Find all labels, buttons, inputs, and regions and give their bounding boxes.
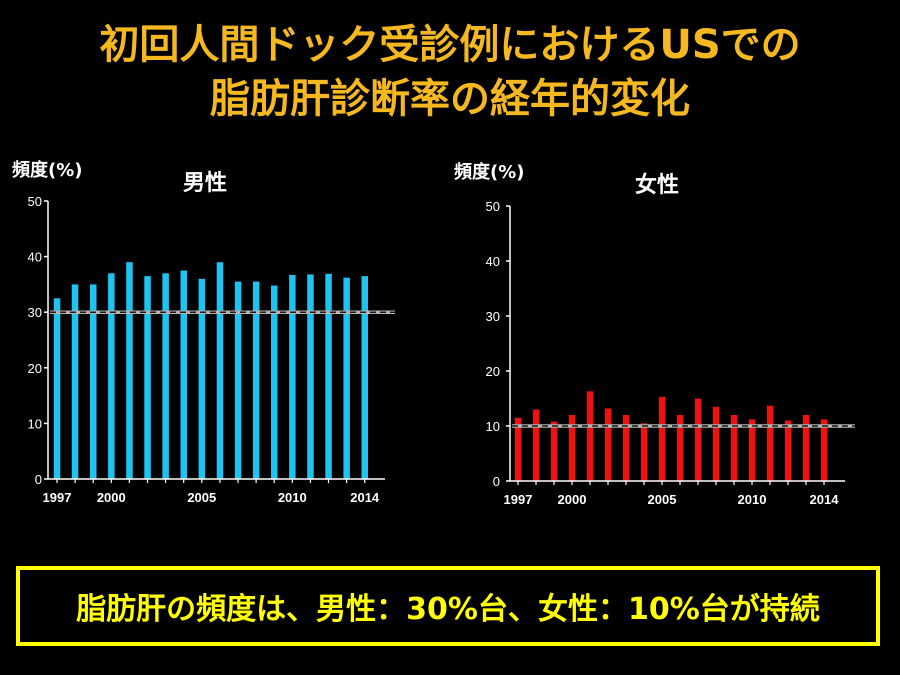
bar (532, 409, 540, 481)
y-tick-label: 20 (28, 361, 42, 376)
bar (784, 420, 792, 481)
x-tick-label: 2000 (97, 490, 126, 505)
y-tick-label: 20 (486, 364, 500, 379)
bar (586, 391, 594, 481)
x-tick-label: 2005 (187, 490, 216, 505)
page-title-line-1: 初回人間ドック受診例におけるUSでの (99, 22, 801, 68)
bar (325, 273, 332, 479)
summary-box: 脂肪肝の頻度は、男性：30%台、女性：10%台が持続 (16, 566, 880, 646)
bar (640, 423, 648, 482)
bar (604, 408, 612, 481)
summary-text: 脂肪肝の頻度は、男性：30%台、女性：10%台が持続 (76, 592, 820, 627)
bar (216, 262, 224, 479)
bar (162, 273, 169, 479)
bar (71, 284, 79, 479)
bar (307, 274, 314, 479)
bar (289, 274, 296, 479)
female-chart: 女性 頻度(%) 0 10 20 30 40 50 1997 2000 2005 2010 2014 (454, 161, 855, 507)
bar (198, 278, 206, 479)
bar (108, 273, 115, 479)
y-tick-label: 30 (28, 305, 42, 320)
x-tick-label: 2014 (810, 492, 840, 507)
y-tick-label: 40 (28, 250, 42, 265)
bar (802, 415, 810, 481)
bar (90, 284, 97, 479)
y-tick-label: 50 (28, 194, 42, 209)
bar (53, 298, 61, 479)
y-tick-label: 10 (486, 419, 500, 434)
x-tick-label: 2010 (738, 492, 767, 507)
bar (514, 417, 522, 482)
y-axis-label: 頻度(%) (454, 161, 525, 183)
male-chart: 男性 頻度(%) 0 10 20 30 40 50 1997 2000 2005 2010 2014 (12, 159, 395, 505)
bar (694, 398, 702, 481)
bar (550, 421, 558, 481)
x-tick-label: 1997 (43, 490, 72, 505)
bar (766, 405, 774, 481)
x-tick-label: 2014 (350, 490, 380, 505)
y-axis-label: 頻度(%) (12, 159, 83, 181)
y-tick-label: 0 (35, 472, 42, 487)
x-tick-label: 2010 (278, 490, 307, 505)
y-tick-label: 10 (28, 416, 42, 431)
bar (658, 396, 666, 481)
bar (568, 415, 576, 481)
y-tick-label: 40 (486, 254, 500, 269)
chart-title: 男性 (183, 171, 227, 196)
x-tick-label: 2005 (648, 492, 677, 507)
x-tick-label: 1997 (504, 492, 533, 507)
chart-title: 女性 (635, 172, 679, 198)
bar (271, 285, 278, 479)
bar (622, 415, 630, 481)
bar (676, 415, 684, 481)
bar (712, 406, 720, 482)
bar (126, 262, 133, 479)
y-tick-label: 30 (486, 309, 500, 324)
bar (730, 415, 738, 481)
bar (180, 270, 187, 479)
bar (361, 276, 368, 479)
bar (748, 419, 756, 481)
y-tick-label: 50 (486, 199, 500, 214)
bar (234, 281, 242, 479)
bar (144, 276, 151, 479)
bar (820, 419, 828, 481)
page-title-line-2: 脂肪肝診断率の経年的変化 (210, 76, 690, 122)
y-tick-label: 0 (493, 474, 500, 489)
bar (252, 281, 260, 479)
bar (343, 277, 350, 479)
x-tick-label: 2000 (558, 492, 587, 507)
